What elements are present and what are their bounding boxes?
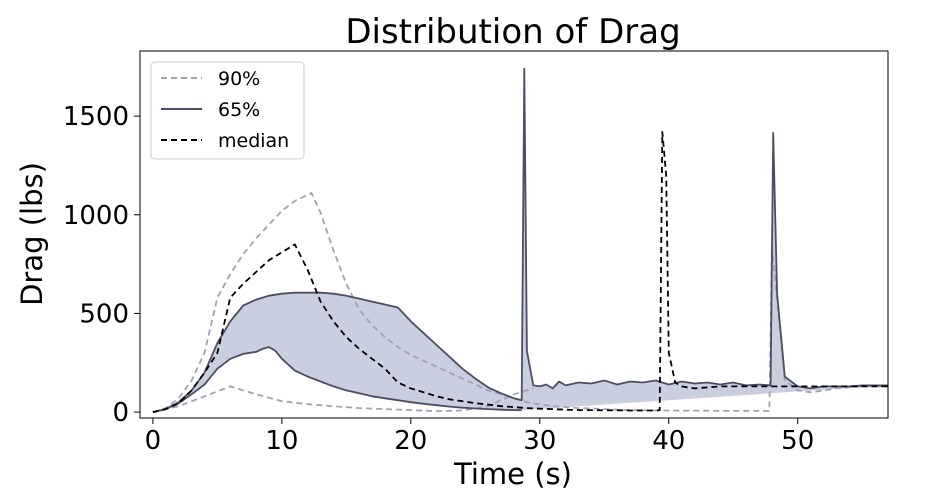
- x-tick-label: 10: [265, 426, 298, 456]
- legend: 90% 65% median: [150, 61, 305, 160]
- series-65-lower: [152, 346, 522, 413]
- x-tick-label: 30: [523, 426, 556, 456]
- plot-frame: [139, 50, 889, 419]
- x-axis-label: Time (s): [453, 457, 572, 491]
- y-axis-ticks: 0 500 1000 1500: [63, 102, 140, 428]
- series-90-lower: [152, 385, 534, 413]
- legend-label-65: 65%: [218, 99, 260, 121]
- x-tick-label: 50: [781, 426, 814, 456]
- x-tick-label: 0: [145, 426, 162, 456]
- y-tick-label: 500: [79, 299, 129, 329]
- chart-title: Distribution of Drag: [345, 12, 680, 52]
- series-median: [152, 130, 888, 413]
- legend-label-90: 90%: [218, 68, 260, 90]
- x-tick-label: 20: [394, 426, 427, 456]
- series-65-upper: [152, 67, 888, 413]
- legend-box: [150, 61, 305, 160]
- x-axis-ticks: 0 10 20 30 40 50: [145, 418, 814, 456]
- x-tick-label: 40: [652, 426, 685, 456]
- y-tick-label: 0: [112, 398, 129, 428]
- y-tick-label: 1000: [63, 201, 129, 231]
- y-tick-label: 1500: [63, 102, 129, 132]
- series-layer: [152, 67, 888, 413]
- y-axis-label: Drag (lbs): [15, 162, 49, 306]
- legend-label-median: median: [218, 130, 289, 152]
